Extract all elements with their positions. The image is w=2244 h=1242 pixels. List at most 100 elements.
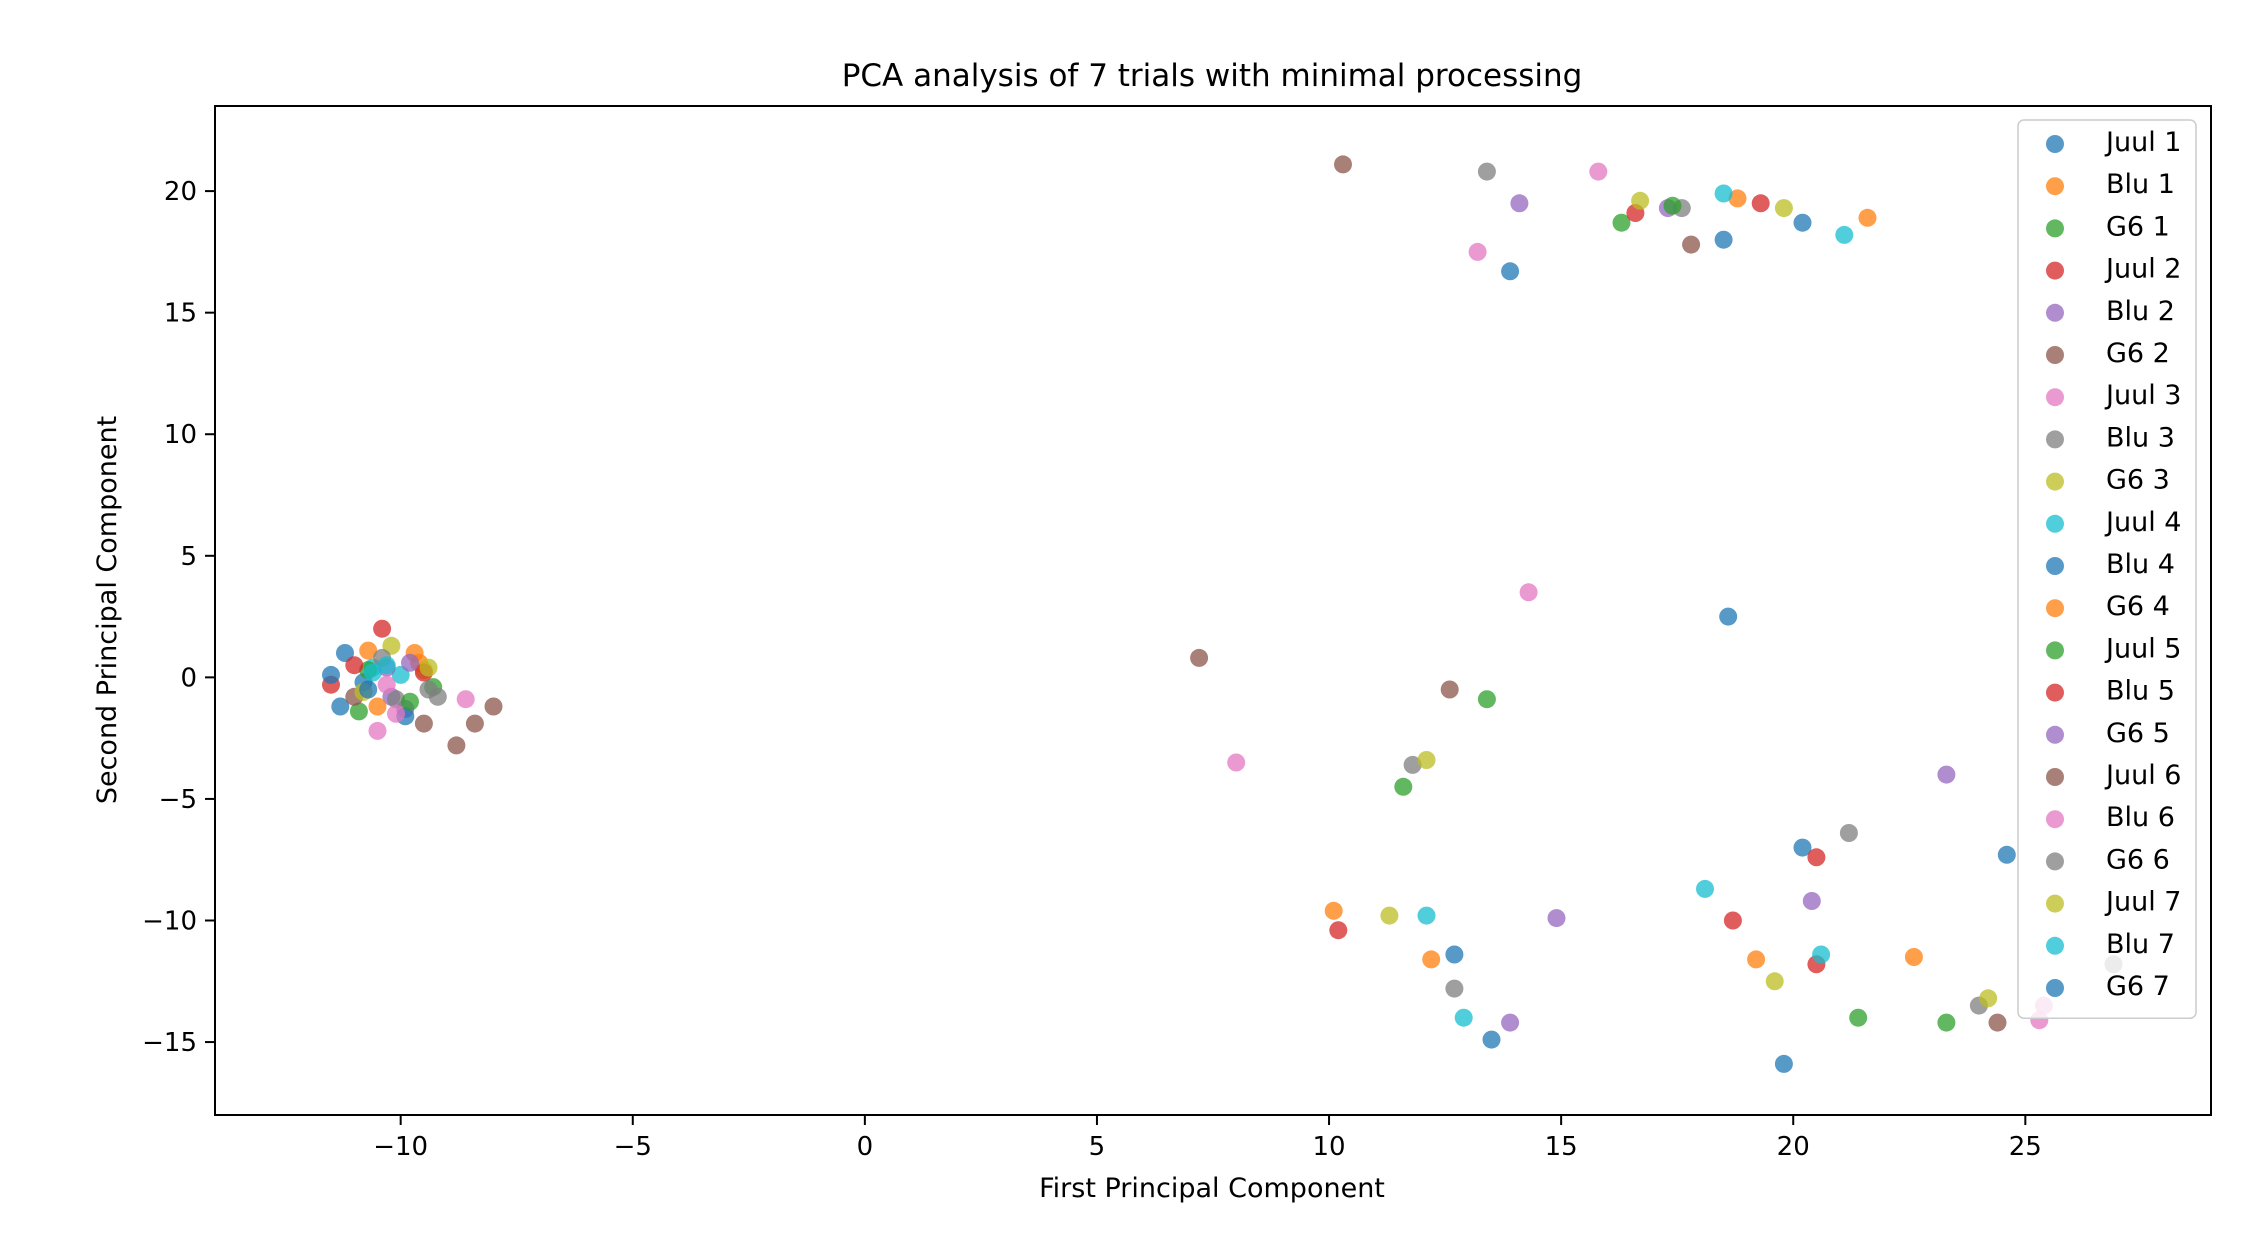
data-point <box>377 656 396 675</box>
data-point <box>387 690 405 709</box>
data-point <box>387 704 405 723</box>
data-point <box>1812 945 1831 964</box>
data-point <box>1747 950 1766 969</box>
x-tick-label: 10 <box>1312 1132 1345 1162</box>
data-point <box>1477 162 1496 181</box>
x-tick-label: 15 <box>1545 1132 1578 1162</box>
legend-label: G6 1 <box>2106 211 2170 242</box>
legend: Juul 1 Blu 1 G6 1 Juul 2 Blu 2 G6 2 Juul 3 Blu … <box>2017 119 2197 1019</box>
legend-marker <box>2046 346 2064 364</box>
data-point <box>419 658 438 677</box>
legend-label: Juul 7 <box>2104 887 2181 918</box>
x-tick-label: 20 <box>1777 1132 1810 1162</box>
data-point <box>345 656 364 675</box>
legend-marker <box>2046 810 2064 829</box>
data-point <box>1190 648 1209 667</box>
legend-marker <box>2046 852 2064 871</box>
data-point <box>1589 162 1608 181</box>
data-point <box>484 697 503 716</box>
data-point <box>1728 189 1747 208</box>
y-tick-label: 20 <box>164 177 197 207</box>
data-point <box>1937 1013 1956 1032</box>
legend-label: Juul 5 <box>2104 633 2181 664</box>
data-point <box>349 702 368 721</box>
data-point <box>1714 184 1733 203</box>
data-point <box>1858 208 1877 227</box>
data-point <box>1482 1030 1501 1049</box>
data-point <box>1937 765 1956 784</box>
legend-label: Juul 3 <box>2104 380 2181 411</box>
data-point <box>331 697 350 716</box>
legend-marker <box>2046 135 2064 153</box>
y-tick-label: 10 <box>164 420 197 450</box>
data-point <box>1510 194 1529 213</box>
legend-label: Blu 7 <box>2106 929 2175 960</box>
legend-marker <box>2046 472 2064 491</box>
data-point <box>414 714 433 733</box>
data-point <box>1547 909 1566 928</box>
legend-label: Blu 1 <box>2106 169 2175 200</box>
x-tick-label: 0 <box>857 1132 874 1162</box>
data-point <box>368 721 387 740</box>
legend-marker <box>2046 219 2064 238</box>
data-point <box>1719 607 1738 626</box>
data-point <box>1807 848 1826 867</box>
data-point <box>1445 945 1464 964</box>
legend-label: Juul 2 <box>2104 254 2181 285</box>
legend-marker <box>2046 894 2064 913</box>
legend-marker <box>2046 725 2064 744</box>
legend-label: G6 3 <box>2106 465 2170 496</box>
data-point <box>465 714 484 733</box>
data-point <box>428 687 447 706</box>
data-point <box>1227 753 1246 772</box>
data-point <box>1839 824 1858 842</box>
data-point <box>401 653 419 672</box>
data-point <box>1440 680 1459 699</box>
legend-box <box>2017 119 2197 1019</box>
chart-title: PCA analysis of 7 trials with minimal pr… <box>842 58 1583 94</box>
data-point <box>1751 194 1770 213</box>
legend-label: Juul 1 <box>2104 127 2181 158</box>
data-point <box>373 619 392 638</box>
data-point <box>359 680 378 699</box>
data-point <box>1663 196 1682 215</box>
y-tick-label: −10 <box>142 906 197 936</box>
data-point <box>1765 972 1784 991</box>
data-point <box>1793 213 1812 232</box>
legend-marker <box>2046 599 2064 618</box>
data-point <box>456 690 475 709</box>
y-tick-label: 5 <box>180 542 197 572</box>
data-point <box>1394 777 1413 796</box>
x-axis-ticks: −10 −5 0 5 10 15 20 25 <box>373 1115 2042 1162</box>
y-tick-label: −15 <box>142 1028 197 1058</box>
legend-label: G6 2 <box>2106 338 2170 369</box>
x-tick-label: −10 <box>373 1132 428 1162</box>
data-point <box>1793 838 1812 857</box>
data-point <box>1519 583 1538 602</box>
legend-marker <box>2046 936 2064 955</box>
y-tick-label: 15 <box>164 299 197 329</box>
legend-marker <box>2046 388 2064 407</box>
legend-marker <box>2046 641 2064 660</box>
x-axis-label: First Principal Component <box>1039 1173 1385 1204</box>
data-point <box>1334 155 1352 174</box>
legend-marker <box>2046 979 2064 997</box>
legend-marker <box>2046 514 2064 533</box>
data-point <box>1714 230 1733 249</box>
data-point <box>1904 948 1923 966</box>
data-point <box>1802 892 1821 910</box>
data-point <box>1501 262 1520 281</box>
data-point <box>1612 213 1631 232</box>
legend-label: Blu 2 <box>2106 296 2175 327</box>
plot-frame <box>214 105 2212 1116</box>
legend-marker <box>2046 768 2064 786</box>
legend-label: Juul 6 <box>2104 760 2181 791</box>
data-point <box>447 736 466 755</box>
data-point <box>377 675 396 694</box>
legend-marker <box>2046 177 2064 196</box>
y-axis-ticks: −15 −10 −5 0 5 10 15 20 <box>142 177 215 1058</box>
data-point <box>1468 242 1487 261</box>
legend-label: G6 5 <box>2106 718 2170 749</box>
data-point <box>1988 1013 2007 1032</box>
